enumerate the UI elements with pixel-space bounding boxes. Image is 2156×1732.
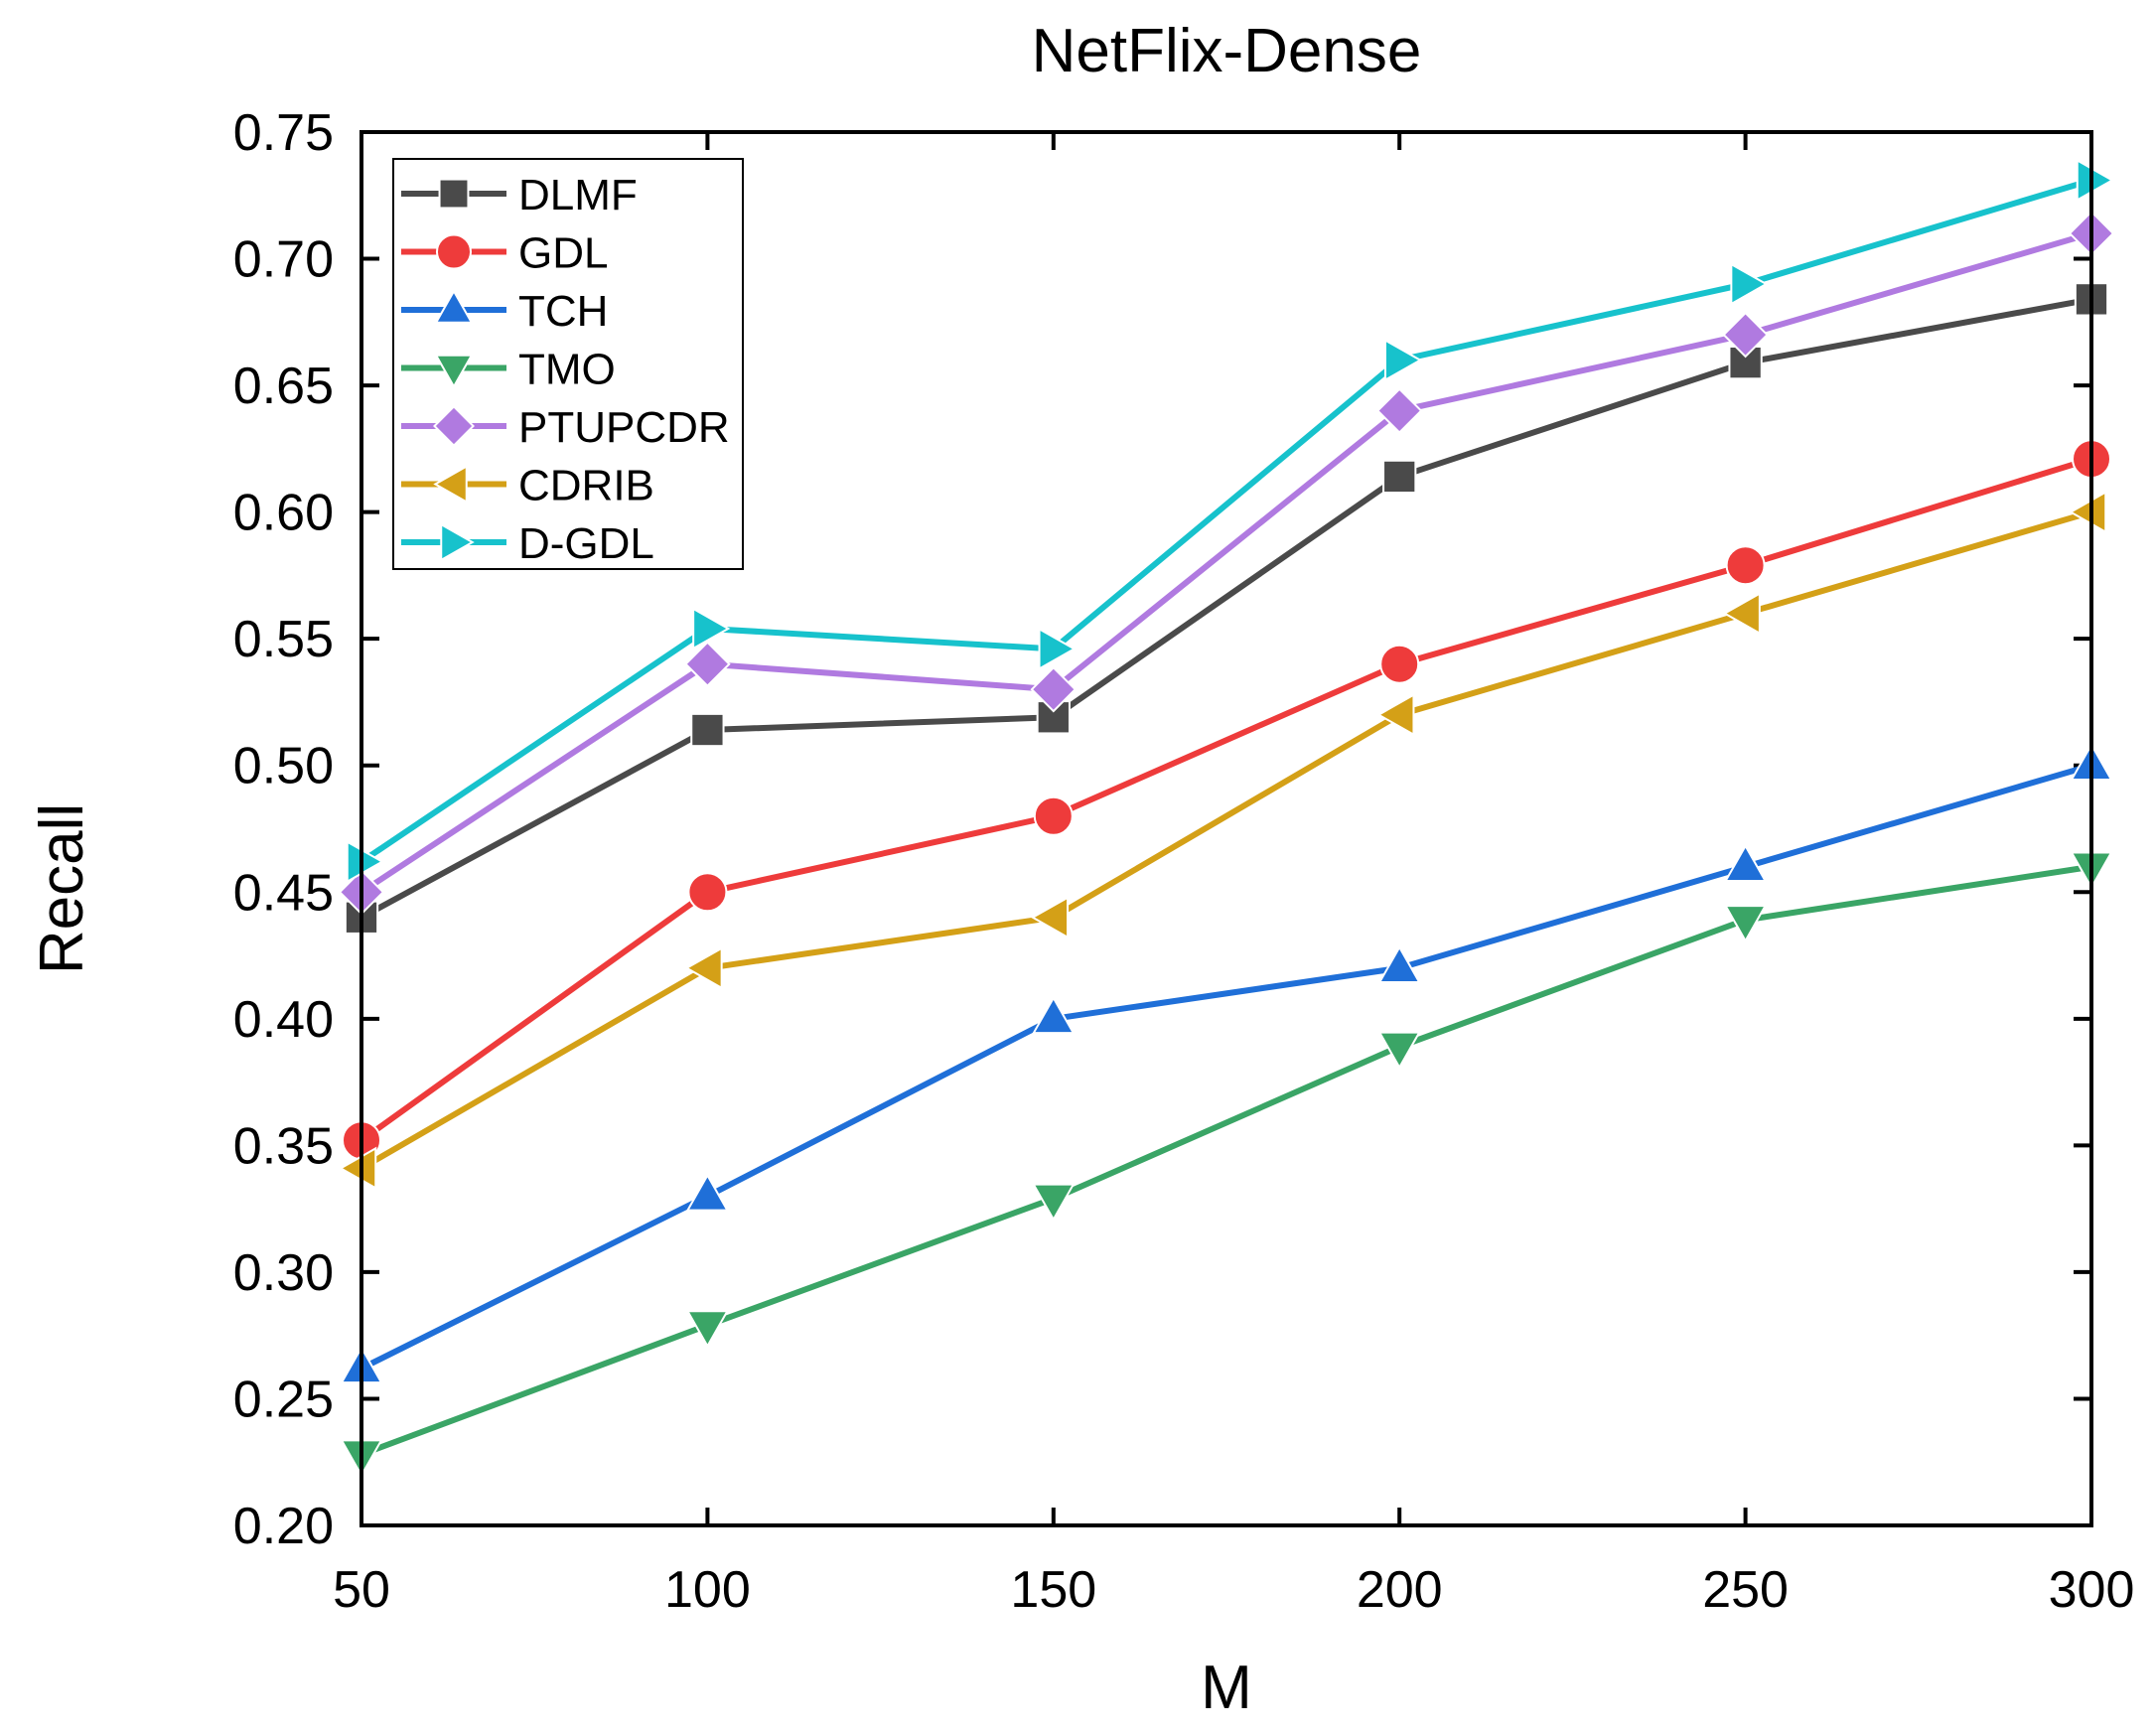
data-point xyxy=(1032,1183,1076,1222)
x-tick-label: 150 xyxy=(1010,1561,1096,1619)
chart-title: NetFlix-Dense xyxy=(1032,17,1422,85)
x-tick-label: 200 xyxy=(1357,1561,1443,1619)
legend-marker xyxy=(436,233,472,270)
legend-marker xyxy=(434,289,474,324)
legend-marker xyxy=(434,354,474,389)
plot-frame xyxy=(359,130,2093,1527)
legend-label: D-GDL xyxy=(518,519,654,568)
series-layer xyxy=(338,158,2115,1478)
data-point xyxy=(1723,843,1768,883)
legend-label: DLMF xyxy=(518,171,638,219)
data-point xyxy=(1722,311,1769,359)
y-tick-label: 0.70 xyxy=(233,231,334,289)
data-point xyxy=(1725,545,1766,586)
legend-label: TCH xyxy=(518,287,608,336)
legend-label: PTUPCDR xyxy=(518,403,730,452)
data-point xyxy=(692,607,731,650)
series-line xyxy=(359,230,2092,895)
legend-marker xyxy=(433,405,475,447)
series-line xyxy=(359,177,2092,865)
series-tch xyxy=(340,742,2113,1384)
data-point xyxy=(339,1146,377,1190)
legend-item: TMO xyxy=(401,346,616,394)
legend-item: D-GDL xyxy=(401,519,654,568)
data-point xyxy=(1376,693,1415,737)
legend-label: GDL xyxy=(518,229,608,278)
y-tick-label: 0.60 xyxy=(233,485,334,542)
legend-marker xyxy=(433,464,468,505)
y-tick-label: 0.35 xyxy=(233,1117,334,1175)
y-tick-label: 0.50 xyxy=(233,738,334,795)
legend-label: CDRIB xyxy=(518,462,654,510)
x-tick-label: 50 xyxy=(333,1561,390,1619)
series-line xyxy=(359,296,2092,921)
data-point xyxy=(684,946,723,990)
y-tick-label: 0.30 xyxy=(233,1244,334,1302)
legend-label: TMO xyxy=(518,346,616,394)
data-point xyxy=(1033,795,1074,836)
x-tick-label: 250 xyxy=(1702,1561,1789,1619)
data-point xyxy=(684,641,731,687)
data-point xyxy=(1723,905,1768,943)
data-point xyxy=(1032,995,1076,1035)
data-point xyxy=(687,872,728,913)
data-point xyxy=(1382,459,1417,495)
data-point xyxy=(346,839,384,884)
series-line xyxy=(359,456,2092,1143)
y-tick-label: 0.75 xyxy=(233,104,334,162)
y-tick-label: 0.20 xyxy=(233,1498,334,1555)
y-axis-label: Recall xyxy=(28,803,96,974)
data-point xyxy=(1730,262,1769,306)
y-tick-label: 0.65 xyxy=(233,358,334,415)
axis-ticks: 50 100 150 200 250 300 0.20 0.25 0.30 0.35 0.40 0.4… xyxy=(233,104,2135,1619)
data-point xyxy=(1038,627,1077,671)
series-line xyxy=(359,762,2092,1371)
legend-item: GDL xyxy=(401,229,608,278)
data-point xyxy=(1377,1031,1421,1070)
series-gdl xyxy=(342,439,2111,1161)
data-point xyxy=(1379,644,1420,684)
y-tick-label: 0.40 xyxy=(233,991,334,1049)
data-point xyxy=(1377,944,1421,984)
data-point xyxy=(1030,665,1078,713)
y-tick-label: 0.25 xyxy=(233,1371,334,1428)
legend-item: PTUPCDR xyxy=(401,403,730,452)
legend-item: TCH xyxy=(401,287,608,336)
series-d-gdl xyxy=(346,158,2114,884)
y-tick-label: 0.55 xyxy=(233,611,334,668)
legend-marker xyxy=(438,178,470,210)
data-point xyxy=(1722,592,1761,636)
data-point xyxy=(685,1310,730,1349)
data-point xyxy=(1030,896,1070,939)
data-point xyxy=(690,712,725,748)
data-point xyxy=(1383,338,1423,382)
legend-item: DLMF xyxy=(401,171,638,219)
x-axis-label: M xyxy=(1201,1654,1252,1722)
data-point xyxy=(1375,387,1423,434)
series-cdrib xyxy=(339,490,2107,1190)
data-point xyxy=(2076,158,2114,203)
x-tick-label: 300 xyxy=(2049,1561,2135,1619)
series-tmo xyxy=(340,851,2113,1478)
x-tick-label: 100 xyxy=(664,1561,751,1619)
data-point xyxy=(2069,490,2107,534)
series-line xyxy=(359,508,2092,1171)
legend: DLMF GDL TCH TMO PTUPCDR CDRIB D-GDL xyxy=(392,158,744,570)
legend-marker xyxy=(440,522,475,562)
series-line xyxy=(359,863,2092,1458)
y-tick-label: 0.45 xyxy=(233,864,334,922)
data-point xyxy=(685,1173,730,1212)
legend-item: CDRIB xyxy=(401,462,654,510)
